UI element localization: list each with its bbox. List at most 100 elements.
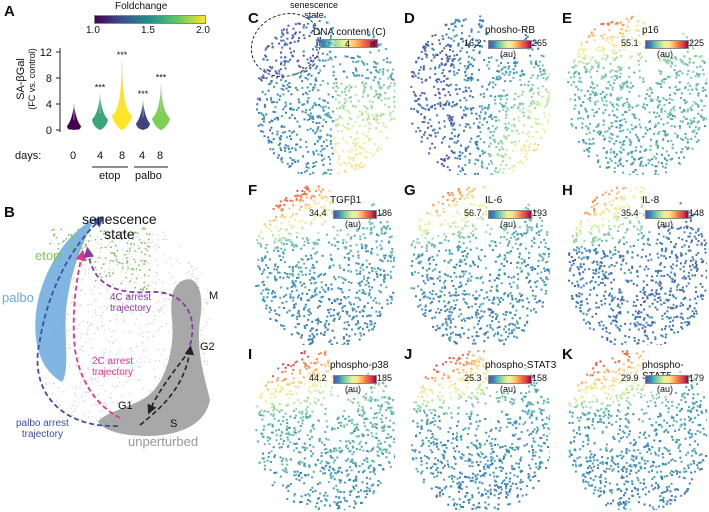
y-tick-label: 12 [40,47,52,59]
panel-label-k: K [562,346,573,363]
panel-label-b: B [4,204,15,221]
day-tick: 8 [157,150,164,162]
map-k [568,350,707,510]
map-title-i: phospho-p38 [330,360,389,371]
etop-label: etop [35,248,61,263]
panel-label-a: A [4,3,15,20]
group-palbo-label: palbo [135,170,162,182]
y-tick-label: 0 [46,125,52,137]
foldchange-tick: 1.5 [141,25,155,36]
group-etop-label: etop [99,170,121,182]
dna-tick: 2 [330,39,336,49]
map-g [410,185,550,345]
map-title-j: phospho-STAT3 [485,360,557,371]
map-colorbar-j [488,375,532,384]
map-max-d: 265 [532,38,548,48]
map-colorbar-i [333,375,377,384]
trajectory-diagram [35,216,211,436]
map-max-k: 179 [689,373,705,383]
significance-marker: *** [95,82,106,92]
map-title-g: IL-6 [485,195,503,206]
map-unit-h: (au) [657,219,674,229]
map-min-j: 25.3 [464,373,482,383]
map-max-h: 148 [689,208,705,218]
map-colorbar-d [488,40,532,49]
day-tick: 0 [70,150,77,162]
map-c [256,15,395,175]
panel-label-e: E [562,10,573,27]
map-f [255,185,395,345]
map-unit-j: (au) [500,384,517,394]
foldchange-title: Foldchange [115,1,168,12]
map-unit-f: (au) [345,219,362,229]
map-j [410,350,550,510]
2c-arrest-trajectory [72,249,121,419]
map-max-e: 225 [689,38,705,48]
days-label: days: [15,150,42,162]
phase-s-label: S [170,418,178,430]
day-tick: 4 [97,150,104,162]
map-min-d: 16.2 [464,38,482,48]
panel-label-j: J [404,346,413,363]
panel-label-h: H [562,182,573,199]
unperturbed-label: unperturbed [128,434,199,449]
map-title-h: IL-8 [642,195,660,206]
foldchange-tick: 2.0 [196,25,210,36]
palbo-label: palbo [2,290,34,305]
map-min-f: 34.4 [309,208,327,218]
foldchange-colorbar [94,15,206,24]
senescence-state-label: senescence state [82,211,157,242]
map-max-g: 193 [532,208,548,218]
map-unit-e: (au) [657,49,674,59]
phase-g2-label: G2 [200,341,215,353]
panel-label-i: I [248,346,253,363]
map-unit-g: (au) [500,219,517,229]
map-colorbar-f [333,210,377,219]
unperturbed-region [98,279,210,436]
map-title-d: phosho-RB [485,25,536,36]
cell-cycle-trajectory-s [139,345,195,426]
map-min-k: 29.9 [621,373,639,383]
y-tick-label: 4 [46,99,52,111]
map-e [567,15,707,175]
palbo-arrest-trajectory [36,216,119,427]
map-h [568,186,707,345]
2c-arrest-label: 2C arrest trajectory [92,356,134,378]
4c-arrest-trajectory [83,246,194,346]
map-title-f: TGFβ1 [330,195,362,206]
map-title-e: p16 [642,25,659,36]
map-min-e: 55.1 [621,38,639,48]
panel-label-f: F [248,182,258,199]
dna-content-title: DNA content (C) [313,27,386,38]
phase-m-label: M [209,290,219,302]
4c-arrest-label: 4C arrest trajectory [110,292,152,314]
panel-label-g: G [404,182,416,199]
map-min-g: 56.7 [464,208,482,218]
map-max-f: 186 [377,208,393,218]
phase-g1-label: G1 [118,400,133,412]
dna-tick: 8 [370,39,376,49]
map-unit-k: (au) [657,384,674,394]
map-unit-d: (au) [500,49,517,59]
map-colorbar-h [645,210,689,219]
day-tick: 4 [139,150,146,162]
senescence-annotation: senescence state [290,0,339,20]
map-unit-i: (au) [345,384,362,394]
palbo-arrest-label: palbo arrest trajectory [16,418,69,440]
dna-tick: 1 [316,39,322,49]
map-max-j: 158 [532,373,548,383]
map-colorbar-e [645,40,689,49]
significance-marker: *** [117,50,128,60]
dna-tick: 4 [345,39,351,49]
map-min-i: 44.2 [309,373,327,383]
map-min-h: 35.4 [621,208,639,218]
map-colorbar-g [488,210,532,219]
significance-marker: *** [138,89,149,99]
palbo-region [35,218,95,382]
foldchange-tick: 1.0 [86,25,100,36]
map-max-i: 185 [377,373,393,383]
significance-marker: *** [156,73,167,83]
day-tick: 8 [119,150,126,162]
y-tick-label: 8 [46,73,52,85]
